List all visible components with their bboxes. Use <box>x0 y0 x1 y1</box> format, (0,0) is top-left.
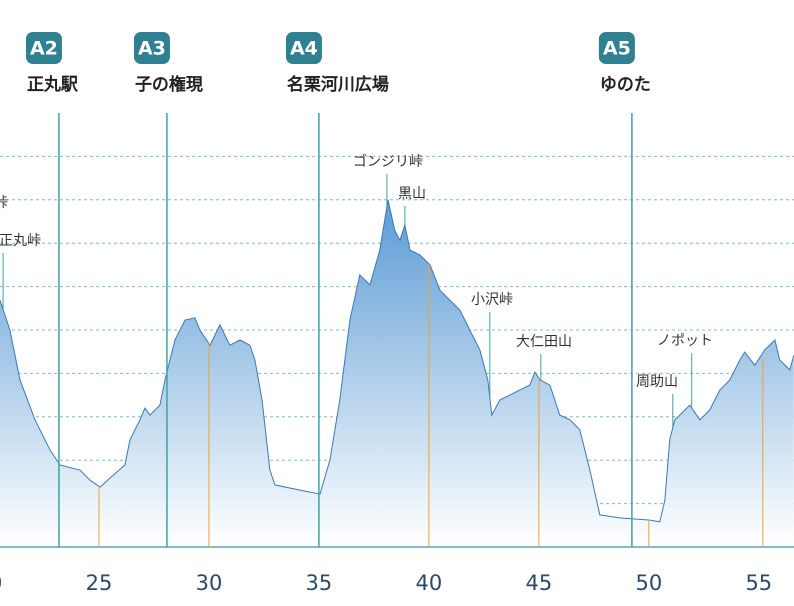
x-tick-label: 40 <box>416 571 443 595</box>
elevation-line <box>0 199 794 523</box>
annotation-label: 黒山 <box>398 186 426 202</box>
x-tick-label: 30 <box>196 571 223 595</box>
station-badge <box>598 32 635 64</box>
x-tick-label: 35 <box>306 571 333 595</box>
elevation-area <box>0 199 794 548</box>
annotation-label: 周助山 <box>636 374 678 390</box>
x-tick-label: 50 <box>635 571 662 595</box>
annotation-label: 峠 <box>0 195 8 211</box>
station-code: A2 <box>30 38 58 60</box>
x-tick-label: 55 <box>745 571 772 595</box>
station-badge <box>285 32 322 64</box>
station-name: ゆのた <box>600 75 651 95</box>
station-code: A4 <box>290 38 318 60</box>
station-code: A3 <box>138 38 166 60</box>
station-name: 子の権現 <box>135 74 203 95</box>
annotation-label: ゴンジリ峠 <box>353 153 423 170</box>
station-badge <box>133 32 170 64</box>
annotation-label: ノポット <box>657 333 713 349</box>
x-tick-label: 45 <box>525 571 552 595</box>
station-name: 正丸駅 <box>27 74 79 95</box>
station-name: 名栗河川広場 <box>287 74 389 95</box>
annotation-label: 正丸峠 <box>0 233 41 249</box>
annotation-label: 大仁田山 <box>516 334 572 350</box>
station-badge <box>25 32 62 64</box>
annotation-label: 小沢峠 <box>471 292 513 308</box>
x-tick-label: 20 <box>0 571 2 595</box>
x-tick-label: 25 <box>86 571 113 595</box>
station-code: A5 <box>603 38 631 60</box>
